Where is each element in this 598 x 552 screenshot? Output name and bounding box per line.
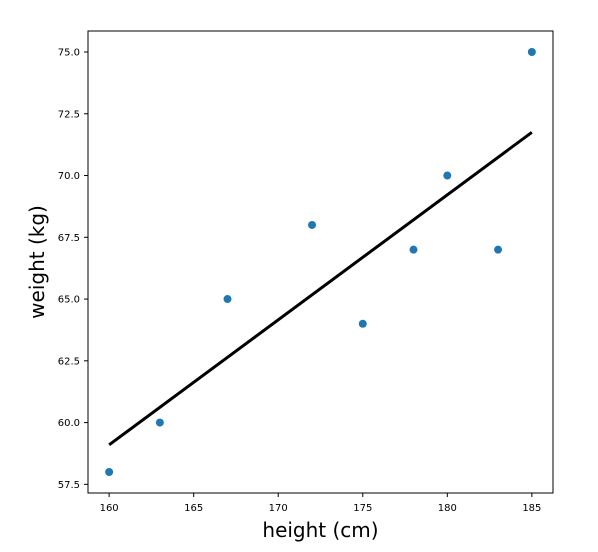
x-axis-label: height (cm) (262, 518, 378, 542)
y-tick-label: 75.0 (58, 48, 80, 59)
data-point-3 (223, 295, 232, 304)
y-axis-label: weight (kg) (25, 205, 49, 319)
data-point-7 (443, 171, 452, 180)
data-point-8 (494, 245, 503, 254)
y-axis-ticks: 57.5 60.0 62.5 65.0 67.5 70.0 72.5 75.0 (58, 48, 88, 491)
data-point-2 (155, 418, 164, 427)
plot-frame (87, 30, 554, 494)
fit-line (108, 131, 533, 447)
y-tick-label: 62.5 (58, 356, 80, 367)
data-point-5 (358, 319, 367, 328)
x-tick-label: 170 (269, 503, 288, 514)
x-axis-ticks: 160 165 170 175 180 185 (100, 493, 541, 514)
y-tick-label: 72.5 (58, 109, 80, 120)
y-tick-label: 65.0 (58, 295, 80, 306)
data-point-6 (409, 245, 418, 254)
x-tick-label: 180 (438, 503, 457, 514)
x-tick-label: 175 (353, 503, 372, 514)
data-point-9 (527, 48, 536, 56)
x-tick-label: 165 (184, 503, 203, 514)
y-tick-label: 57.5 (58, 480, 80, 491)
x-tick-label: 185 (522, 503, 541, 514)
y-tick-label: 70.0 (58, 171, 80, 182)
plot-area (105, 48, 536, 476)
y-tick-label: 60.0 (58, 418, 80, 429)
data-point-1 (105, 468, 114, 476)
data-point-4 (308, 220, 317, 229)
y-tick-label: 67.5 (58, 233, 80, 244)
x-tick-label: 160 (100, 503, 119, 514)
